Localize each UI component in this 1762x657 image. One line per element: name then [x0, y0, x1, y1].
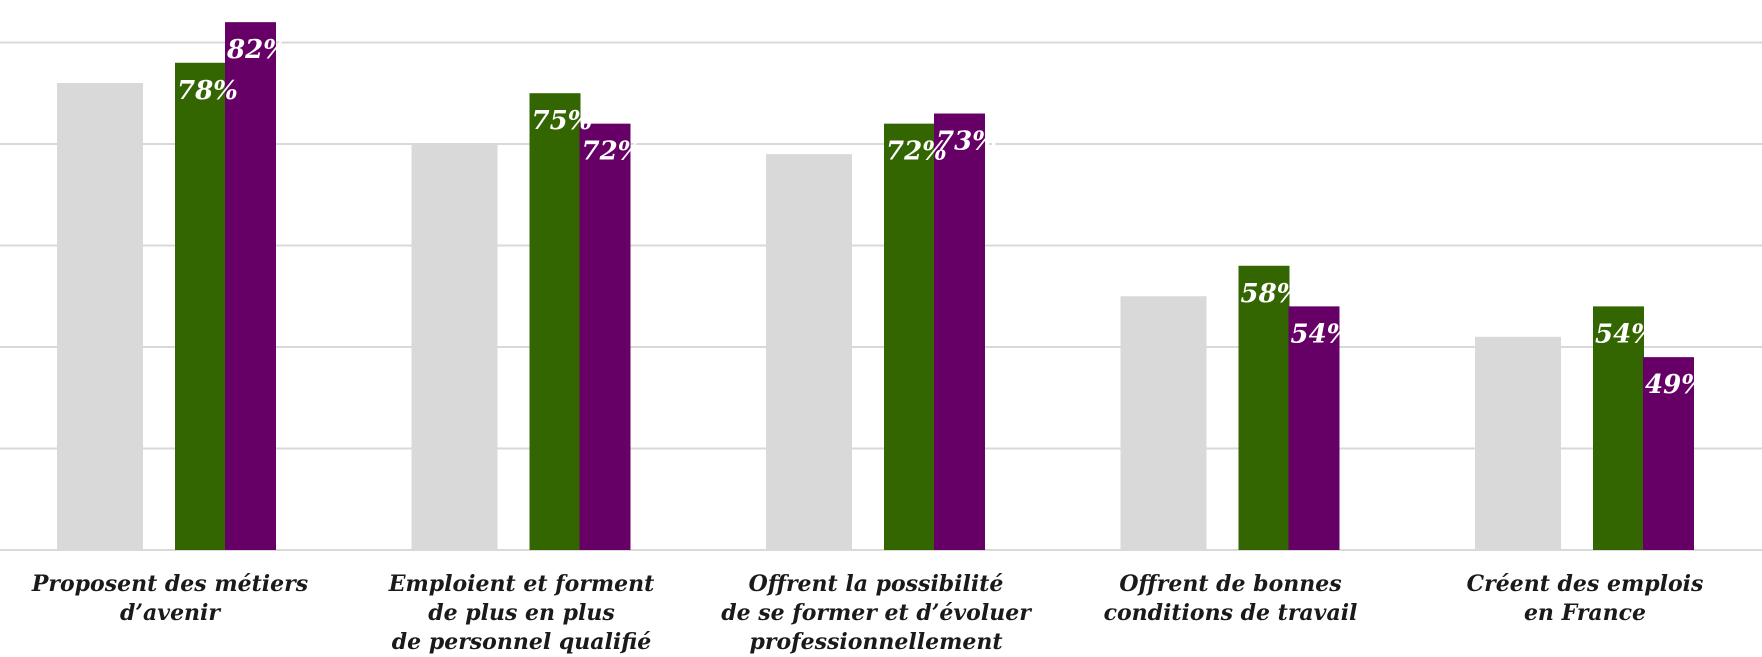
- bar-series1-cat1: [57, 83, 143, 550]
- data-label-series2-cat3: 72%: [886, 137, 947, 167]
- bars: [57, 22, 1694, 551]
- data-label-series2-cat2: 75%: [532, 106, 593, 136]
- bar-series1-cat5: [1475, 336, 1561, 550]
- data-label-series3-cat5: 49%: [1645, 370, 1706, 400]
- bar-series3-cat3: [934, 113, 985, 551]
- bar-series1-cat3: [766, 154, 852, 550]
- data-label-series3-cat3: 73%: [936, 127, 997, 157]
- bar-series1-cat4: [1120, 296, 1207, 550]
- bar-series2-cat3: [884, 123, 935, 551]
- bar-series2-cat4: [1238, 265, 1290, 550]
- category-label-1: Proposent des métiers d’avenir: [31, 571, 309, 626]
- data-label-series3-cat2: 72%: [582, 137, 643, 167]
- category-label-2: Emploient et forment de plus en plus de …: [388, 571, 655, 655]
- category-label-5: Créent des emplois en France: [1466, 571, 1704, 626]
- bar-series2-cat5: [1593, 306, 1644, 550]
- data-labels: 78%82%75%72% 72%73%58%54% 54%49%: [177, 35, 1706, 400]
- bar-series3-cat5: [1643, 357, 1694, 550]
- bar-series2-cat2: [529, 93, 581, 550]
- data-label-series3-cat1: 82%: [226, 35, 288, 65]
- bar-series1-cat2: [411, 143, 498, 550]
- bar-series2-cat1: [175, 62, 226, 550]
- bar-series3-cat2: [579, 123, 631, 551]
- bar-series3-cat1: [225, 22, 276, 551]
- data-label-series3-cat4: 54%: [1291, 319, 1352, 349]
- bar-series3-cat4: [1288, 306, 1340, 550]
- category-label-4: Offrent de bonnes conditions de travail: [1103, 571, 1358, 626]
- category-label-3: Offrent la possibilité de se former et d…: [721, 571, 1031, 655]
- gridlines: [0, 41, 1762, 551]
- data-label-series2-cat5: 54%: [1595, 319, 1656, 349]
- data-label-series2-cat4: 58%: [1241, 279, 1302, 309]
- data-label-series2-cat1: 78%: [177, 76, 238, 106]
